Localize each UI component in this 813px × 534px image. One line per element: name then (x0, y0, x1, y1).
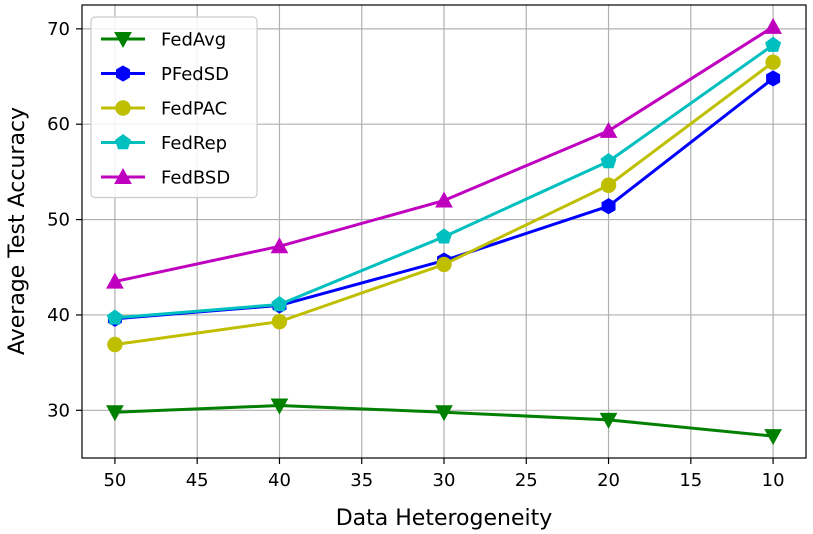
legend-item-fedavg: FedAvg (101, 30, 226, 51)
legend-marker (114, 32, 132, 49)
series-fedrep (106, 36, 782, 325)
data-point (599, 412, 618, 429)
y-tick-label: 30 (47, 400, 70, 421)
axes-frame (81, 4, 807, 459)
x-tick-label: 50 (103, 470, 126, 491)
y-tick-label: 40 (47, 305, 70, 326)
data-point (107, 336, 123, 353)
x-tick-label: 35 (350, 470, 373, 491)
data-point (435, 191, 453, 208)
x-tick-label: 15 (679, 470, 702, 491)
legend-box (90, 16, 258, 199)
legend-label: FedRep (161, 133, 227, 154)
data-point (599, 121, 618, 138)
x-tick-label: 10 (762, 470, 785, 491)
legend-label: FedAvg (161, 30, 226, 51)
data-point (764, 429, 782, 446)
data-point (271, 296, 288, 312)
legend-marker (114, 167, 132, 184)
x-tick-label: 20 (597, 470, 620, 491)
legend-label: PFedSD (161, 64, 229, 85)
axes: 50 45 40 35 30 25 20 15 10 30 40 50 60 70 (47, 4, 807, 491)
data-point (435, 228, 453, 244)
series-layer (106, 17, 782, 446)
series-fedavg (106, 398, 782, 446)
data-point (600, 177, 617, 193)
x-tick-label: 30 (433, 470, 456, 491)
data-point (270, 398, 289, 415)
data-point (766, 70, 781, 87)
legend: FedAvg PFedSD FedPAC FedRep FedBSD (90, 16, 258, 199)
data-point (106, 405, 124, 422)
data-point (271, 313, 288, 330)
data-point (106, 309, 123, 325)
data-point (270, 237, 289, 254)
legend-item-fedrep: FedRep (101, 133, 227, 154)
legend-marker (114, 134, 132, 150)
legend-marker (116, 65, 130, 82)
data-point (106, 272, 124, 289)
legend-item-fedbsd: FedBSD (101, 168, 230, 189)
legend-label: FedBSD (161, 168, 230, 189)
data-point (764, 17, 782, 34)
legend-label: FedPAC (161, 99, 227, 120)
data-point (765, 36, 782, 52)
data-point (765, 54, 781, 70)
x-axis-label: Data Heterogeneity (336, 506, 553, 531)
x-tick-label: 45 (186, 470, 209, 491)
x-tick-label: 25 (515, 470, 538, 491)
data-point (601, 198, 616, 215)
legend-item-pfedsd: PFedSD (101, 64, 229, 85)
series-fedbsd (106, 17, 782, 289)
legend-item-fedpac: FedPAC (101, 99, 227, 120)
y-axis-label: Average Test Accuracy (5, 107, 30, 355)
data-point (436, 256, 452, 273)
y-tick-label: 60 (47, 114, 70, 135)
data-point (435, 405, 453, 422)
x-tick-label: 40 (268, 470, 291, 491)
series-fedpac (107, 54, 781, 353)
data-point (600, 152, 617, 169)
y-tick-label: 50 (47, 210, 70, 231)
legend-marker (115, 100, 131, 116)
y-tick-label: 70 (47, 19, 70, 40)
